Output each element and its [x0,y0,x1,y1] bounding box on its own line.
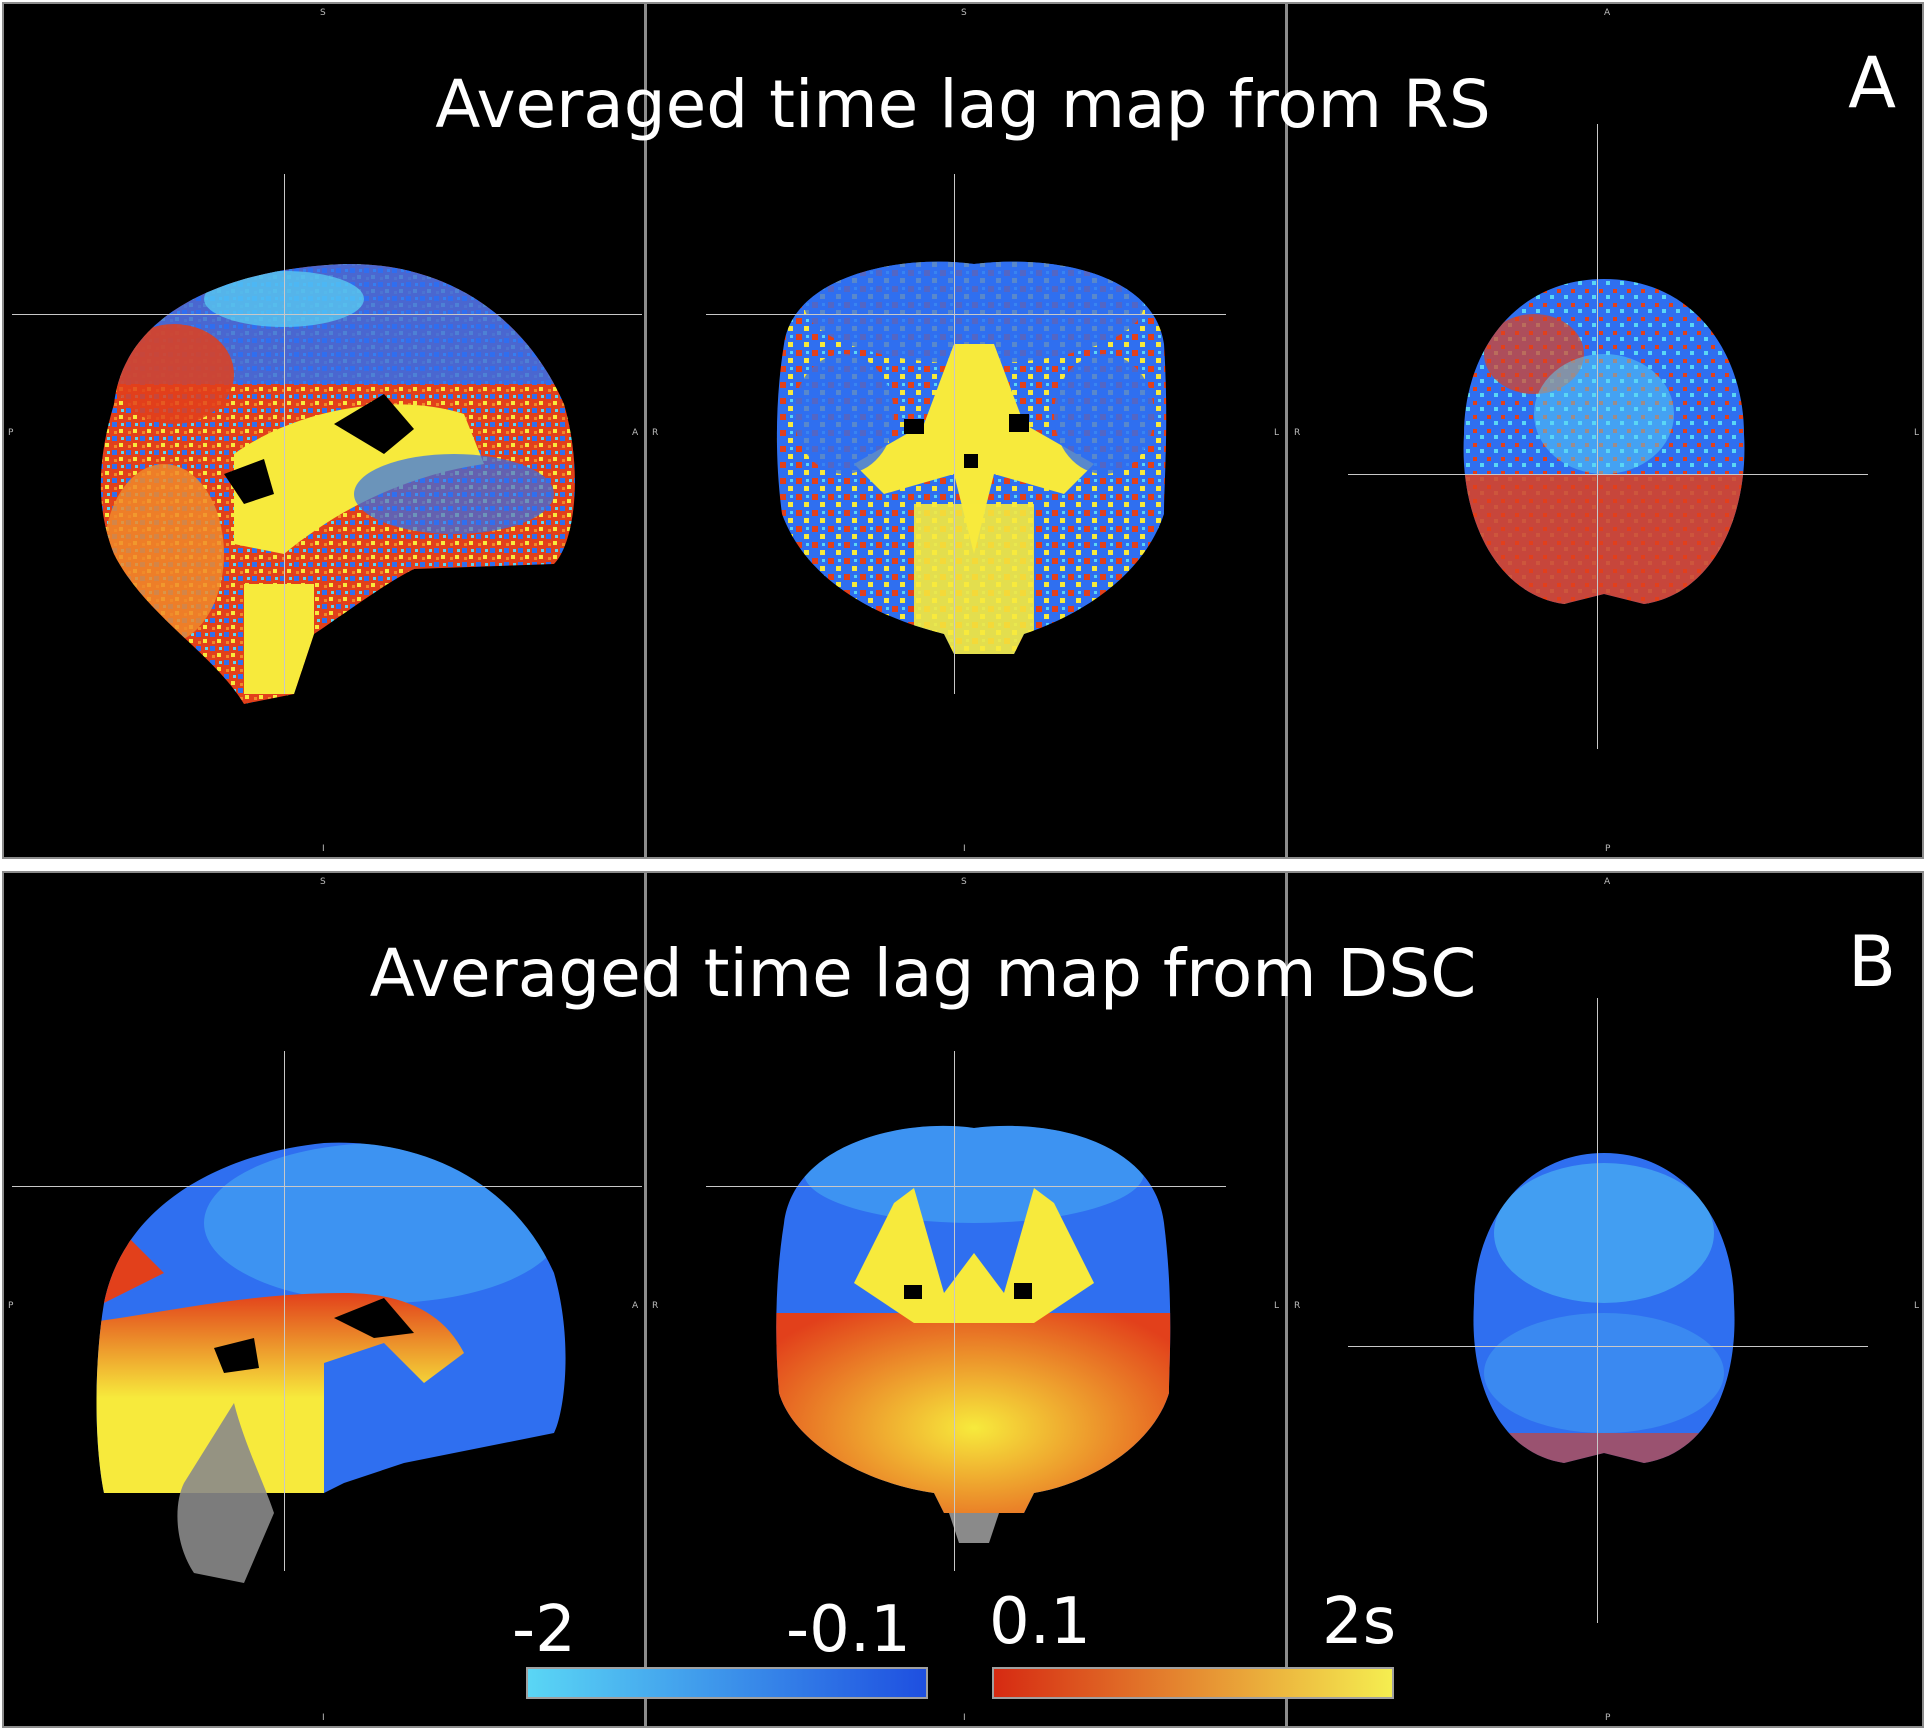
axial-lag-map [1473,1153,1735,1463]
coronal-lag-map [776,261,1167,654]
orient-bottom: I [963,1713,966,1723]
axial-lag-map [1463,279,1745,604]
orient-right: L [1914,1301,1920,1311]
crosshair-vertical [1597,124,1598,749]
orient-right: L [1274,428,1280,438]
crosshair-vertical [284,1051,285,1571]
orient-left: P [8,1301,14,1311]
view-divider [644,4,647,857]
crosshair-horizontal [1348,474,1868,475]
orient-bottom: P [1605,844,1611,854]
orient-left: P [8,428,14,438]
orient-top: A [1604,8,1611,18]
orient-bottom: I [963,844,966,854]
orient-top: S [961,877,967,887]
crosshair-horizontal [12,1186,642,1187]
panel-a: S P A I S R L I A R L P [2,2,1924,859]
panel-b: S P A I S R L I A R L P [2,871,1924,1728]
orient-top: S [961,8,967,18]
scale-label-neg-min: -2 [512,1593,576,1667]
crosshair-vertical [954,1051,955,1571]
orient-left: R [1294,1301,1301,1311]
view-divider [644,873,647,1726]
view-divider [1285,4,1288,857]
sagittal-lag-map [100,263,575,704]
panel-letter: A [1848,42,1896,124]
crosshair-vertical [954,174,955,694]
panel-title: Averaged time lag map from RS [435,66,1491,143]
scale-label-pos-min: 0.1 [989,1585,1091,1659]
crosshair-horizontal [706,314,1226,315]
orient-top: S [320,8,326,18]
orient-right: A [632,1301,639,1311]
orient-left: R [652,428,659,438]
orient-bottom: I [322,844,325,854]
crosshair-horizontal [12,314,642,315]
crosshair-vertical [1597,998,1598,1623]
orient-left: R [652,1301,659,1311]
crosshair-horizontal [706,1186,1226,1187]
sagittal-lag-map [96,1142,566,1583]
colorbar-positive [992,1667,1394,1699]
colorbar-negative [526,1667,928,1699]
panel-title: Averaged time lag map from DSC [369,935,1477,1012]
crosshair-horizontal [1348,1346,1868,1347]
panel-letter: B [1847,921,1896,1003]
orient-bottom: I [322,1713,325,1723]
orient-right: L [1274,1301,1280,1311]
orient-left: R [1294,428,1301,438]
orient-top: S [320,877,326,887]
orient-right: L [1914,428,1920,438]
orient-top: A [1604,877,1611,887]
scale-label-pos-max: 2s [1322,1585,1397,1659]
orient-right: A [632,428,639,438]
coronal-lag-map [776,1125,1171,1543]
scale-label-neg-max: -0.1 [786,1593,911,1667]
view-divider [1285,873,1288,1726]
orient-bottom: P [1605,1713,1611,1723]
crosshair-vertical [284,174,285,694]
